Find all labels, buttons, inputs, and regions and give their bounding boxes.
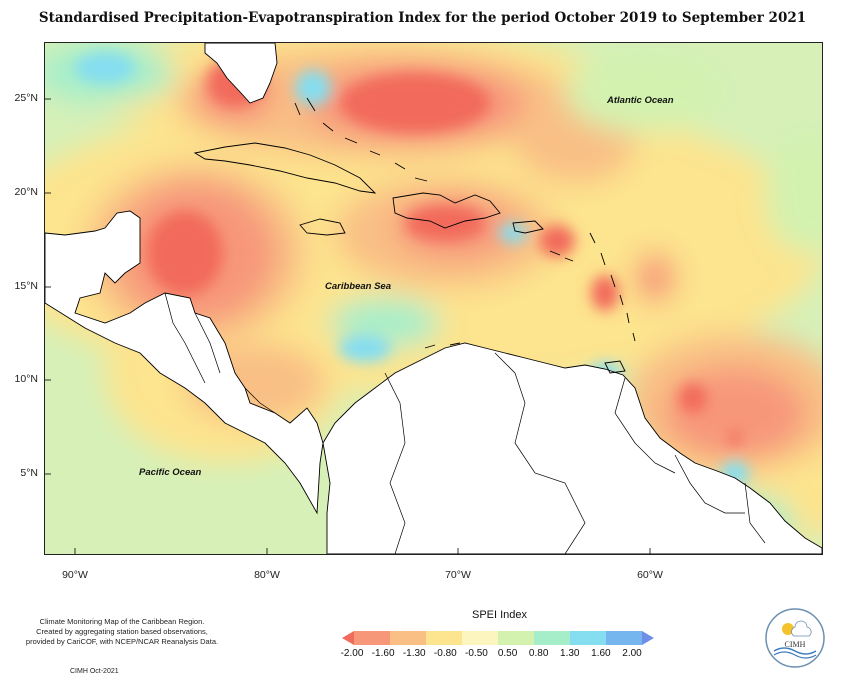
jamaica [299, 218, 346, 236]
map-note-line-3: provided by CariCOF, with NCEP/NCAR Rean… [25, 637, 219, 646]
spei-map: Atlantic Ocean Caribbean Sea Pacific Oce… [44, 42, 823, 555]
puerto-rico [512, 220, 544, 234]
south-america [322, 342, 822, 554]
pacific-ocean-label: Pacific Ocean [139, 467, 202, 478]
legend-tick-label: 1.60 [591, 648, 611, 659]
abc-islands [424, 342, 461, 349]
legend-swatch [642, 631, 654, 645]
hispaniola [392, 192, 501, 229]
lat-tick-15n: 15°N [14, 280, 38, 292]
legend-swatch [354, 631, 391, 645]
legend-tick-label: 0.50 [497, 648, 518, 659]
legend-tick-label: 0.80 [528, 648, 549, 659]
caribbean-sea-label: Caribbean Sea [325, 281, 391, 292]
legend-swatch [606, 631, 643, 645]
lon-tick-90w: 90°W [62, 569, 88, 581]
legend-tick-label: -2.00 [340, 648, 364, 659]
lat-tick-25n: 25°N [14, 92, 38, 104]
cimh-logo: CIMH [765, 608, 825, 668]
lon-tick-60w: 60°W [637, 569, 663, 581]
lesser-antilles [589, 232, 636, 342]
lat-tick-10n: 10°N [14, 373, 38, 385]
cimh-logo-text: CIMH [785, 640, 806, 649]
legend-title: SPEI Index [472, 609, 528, 621]
trinidad [604, 360, 626, 374]
legend-swatch [390, 631, 427, 645]
virgin-islands [549, 250, 574, 262]
lat-tick-20n: 20°N [14, 186, 38, 198]
map-note-line-1: Climate Monitoring Map of the Caribbean … [39, 617, 205, 626]
lon-tick-70w: 70°W [445, 569, 471, 581]
islands [193, 97, 636, 374]
atlantic-ocean-label: Atlantic Ocean [607, 95, 674, 106]
frame-ticks [45, 98, 651, 554]
legend-tick-label: 1.30 [560, 648, 580, 659]
florida [204, 43, 278, 104]
map-credit: CIMH Oct-2021 [70, 668, 119, 675]
spei-field [45, 43, 822, 554]
legend-swatch [342, 631, 354, 645]
map-note-line-2: Created by aggregating station based obs… [36, 627, 208, 636]
legend-colorbar [342, 631, 654, 645]
bahamas [294, 97, 428, 182]
legend-swatch [498, 631, 535, 645]
land-masses [45, 43, 822, 554]
legend-swatch [426, 631, 463, 645]
map-notes: Climate Monitoring Map of the Caribbean … [12, 617, 232, 647]
map-title: Standardised Precipitation-Evapotranspir… [38, 10, 807, 26]
legend-tick-label: -1.60 [371, 648, 395, 659]
legend-tick-label: -0.50 [465, 648, 488, 659]
central-america [45, 210, 324, 515]
spei-cores [75, 52, 749, 485]
legend-tick-labels: -2.00 -1.60 -1.30 -0.80 -0.50 0.50 0.80 1.30 1.6… [341, 648, 642, 662]
legend-tick-label: -1.30 [402, 648, 426, 659]
legend-swatch [534, 631, 571, 645]
lon-tick-80w: 80°W [254, 569, 280, 581]
lat-tick-5n: 5°N [20, 467, 38, 479]
legend-swatch [462, 631, 499, 645]
legend-tick-label: -0.80 [433, 648, 457, 659]
cuba [193, 142, 377, 194]
country-borders [164, 292, 766, 554]
legend-tick-label: 2.00 [622, 648, 642, 659]
legend-swatch [570, 631, 607, 645]
